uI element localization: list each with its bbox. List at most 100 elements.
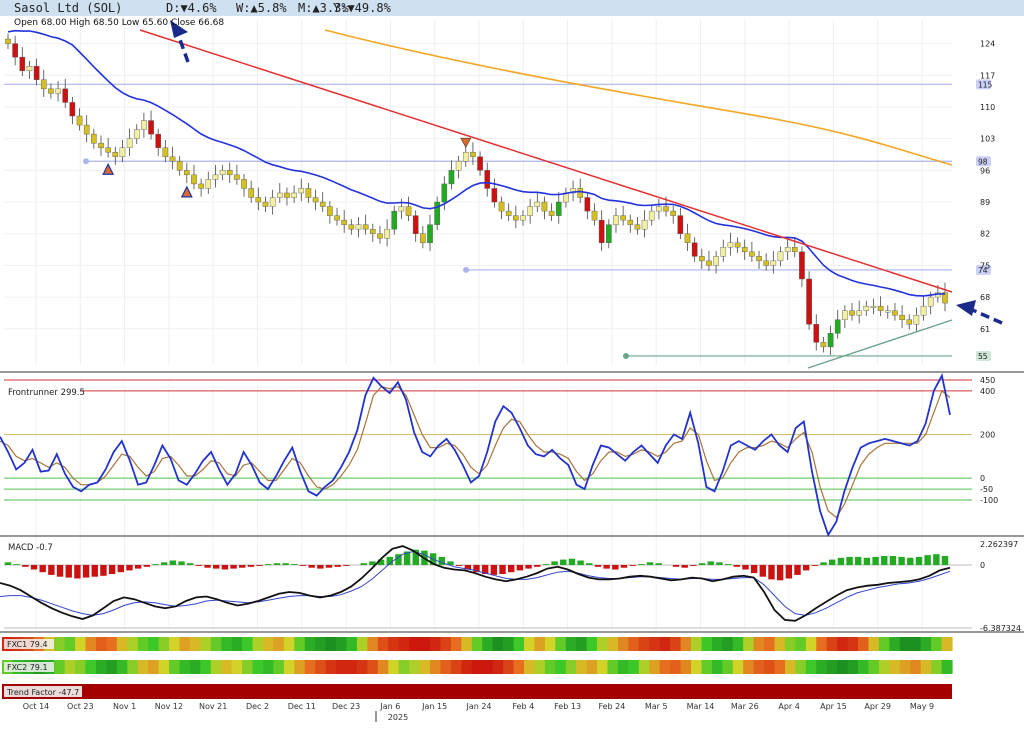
- candle-body: [713, 256, 719, 266]
- fxc2-cell: [482, 660, 494, 674]
- fxc2-cell: [54, 660, 66, 674]
- fxc1-cell: [64, 637, 76, 651]
- candle-body: [591, 210, 598, 221]
- fxc2-cell: [784, 660, 797, 674]
- fxc1-cell: [85, 637, 97, 651]
- y-tick-label: 61: [980, 325, 990, 334]
- fxc2-title-bg: [4, 662, 54, 672]
- candle-body: [40, 79, 47, 90]
- macd-histogram-bar: [325, 565, 333, 568]
- candle-body: [420, 233, 426, 243]
- fxc2-cell: [722, 660, 734, 674]
- fxc2-cell: [304, 660, 316, 674]
- candle-body: [791, 247, 798, 253]
- candle-body: [520, 215, 526, 221]
- fxc1-cell: [440, 637, 452, 651]
- macd-histogram-bar: [334, 565, 341, 567]
- fxc1-cell: [388, 637, 400, 651]
- fxc2-cell: [764, 660, 776, 674]
- candle-body: [763, 260, 769, 266]
- candle-body: [62, 88, 69, 103]
- x-tick-label: Dec 23: [332, 702, 360, 711]
- macd-histogram-bar: [195, 565, 203, 566]
- y-tick-label: 103: [980, 135, 995, 144]
- candle-body: [369, 228, 376, 234]
- y-tick-label: 75: [980, 261, 990, 270]
- candle-body: [899, 315, 905, 320]
- x-tick-label: Jan 6: [379, 702, 400, 711]
- fxc1-cell: [680, 637, 692, 651]
- fxc1-cell: [565, 637, 577, 651]
- candle-body: [577, 188, 584, 198]
- candle-body: [226, 170, 233, 176]
- y-tick-label: 200: [980, 431, 995, 440]
- macd-histogram-bar: [568, 558, 576, 565]
- candle-body: [55, 88, 61, 94]
- fxc2-cell: [649, 660, 661, 674]
- candle-body: [620, 215, 626, 221]
- candle-body: [219, 170, 226, 176]
- y-tick-label: -50: [980, 485, 993, 494]
- fxc1-cell: [638, 637, 650, 651]
- candle-body: [234, 174, 240, 180]
- macd-histogram-bar: [716, 562, 723, 565]
- candle-body: [291, 192, 297, 198]
- fxc1-cell: [304, 637, 316, 651]
- macd-histogram-bar: [707, 561, 714, 565]
- fxc2-cell: [221, 660, 233, 674]
- candle-body: [277, 192, 283, 198]
- candle-body: [870, 305, 877, 308]
- fxc1-cell: [743, 637, 755, 651]
- candle-body: [126, 138, 133, 148]
- frontrunner-title: Frontrunner 299.5: [8, 388, 85, 398]
- fxc2-cell: [398, 660, 410, 674]
- macd-histogram-bar: [74, 565, 81, 579]
- y-tick-label: 124: [980, 40, 995, 49]
- fxc2-cell: [878, 660, 890, 674]
- fxc2-cell: [148, 660, 160, 674]
- candle-body: [906, 319, 913, 325]
- candle-body: [212, 174, 219, 180]
- fxc2-cell: [294, 660, 306, 674]
- candle-body: [176, 161, 183, 171]
- candle-body: [327, 206, 333, 216]
- candle-body: [491, 188, 498, 203]
- level-tag-label: 115: [978, 80, 993, 89]
- macd-panel: 2.262397 0 -6.387324 MACD -0.7: [0, 535, 1024, 633]
- candle-body: [348, 224, 355, 230]
- fxc2-cell: [409, 660, 421, 674]
- yearly-change: Y:▼49.8%: [333, 1, 391, 15]
- candle-body: [927, 296, 934, 307]
- macd-histogram-bar: [403, 551, 411, 565]
- candle-body: [462, 152, 469, 162]
- candle-body: [362, 224, 369, 230]
- frontrunner-fast-line: [0, 372, 951, 538]
- candle-body: [613, 215, 619, 225]
- candle-body: [799, 251, 805, 280]
- fxc2-cell: [64, 660, 76, 674]
- fxc1-cell: [826, 637, 838, 651]
- macd-histogram-bar: [377, 559, 385, 565]
- fxc2-cell: [85, 660, 97, 674]
- fxc2-cell: [743, 660, 755, 674]
- macd-histogram-bar: [308, 565, 315, 568]
- grid: [4, 20, 952, 630]
- fxc2-cell: [116, 660, 128, 674]
- candle-body: [198, 183, 204, 189]
- candle-body: [555, 201, 562, 216]
- fxc1-cell: [325, 637, 337, 651]
- fxc2-cell: [210, 660, 222, 674]
- fxc2-cell: [127, 660, 139, 674]
- fxc1-cell: [920, 637, 932, 651]
- fxc1-cell: [628, 637, 640, 651]
- macd-histogram-bar: [881, 556, 888, 565]
- fxc2-cell: [325, 660, 337, 674]
- daily-change: D:▼4.6%: [166, 1, 217, 15]
- fxc1-cell: [210, 637, 222, 651]
- x-tick-label: May 9: [910, 702, 934, 711]
- trend-factor-title: Trend Factor -47.7: [6, 688, 79, 697]
- candle-body: [706, 260, 712, 266]
- fxc2-cell: [711, 660, 723, 674]
- fxc2-cell: [503, 660, 515, 674]
- fxc2-cell: [471, 660, 483, 674]
